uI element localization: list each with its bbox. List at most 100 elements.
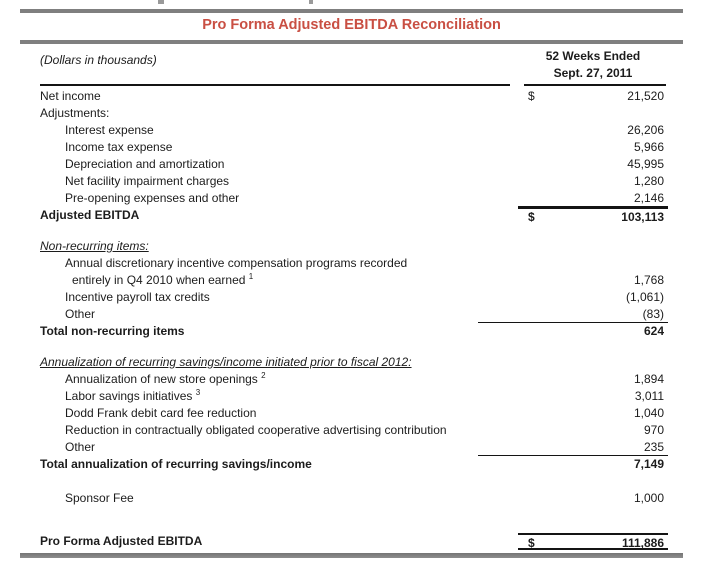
table-row: Adjusted EBITDA $103,113 [20, 207, 682, 224]
row-label: Interest expense [65, 123, 154, 137]
title-divider-bar [20, 40, 683, 44]
row-value: 3,011 [634, 389, 664, 403]
row-value: 970 [643, 423, 664, 437]
row-value-cell: 1,280 [518, 173, 668, 190]
row-value: (83) [642, 307, 664, 321]
row-label: Total annualization of recurring savings… [40, 457, 312, 471]
row-label: Pro Forma Adjusted EBITDA [40, 534, 203, 548]
row-value-cell: 26,206 [518, 122, 668, 139]
row-value: 235 [643, 440, 664, 454]
row-spacer [20, 224, 682, 238]
clipped-text-fragment [309, 0, 313, 4]
row-value-cell: 970 [518, 422, 668, 439]
row-label: Incentive payroll tax credits [65, 290, 210, 304]
row-label: Adjusted EBITDA [40, 208, 140, 222]
table-row: Other (83) [20, 306, 682, 323]
row-label: Other [65, 440, 96, 454]
row-value-cell: 5,966 [518, 139, 668, 156]
row-value: 2,146 [633, 191, 664, 205]
footnote-marker: 3 [195, 388, 201, 397]
units-note: (Dollars in thousands) [40, 53, 157, 67]
footnote-marker: 1 [248, 272, 254, 281]
table-row: Dodd Frank debit card fee reduction 1,040 [20, 405, 682, 422]
row-label: Dodd Frank debit card fee reduction [65, 406, 257, 420]
row-value-cell: 3,011 [518, 388, 668, 405]
row-label: Total non-recurring items [40, 324, 185, 338]
table-body: Net income $21,520 Adjustments: Interest ex… [20, 88, 682, 550]
table-row: Sponsor Fee 1,000 [20, 490, 682, 507]
row-value: 1,000 [633, 491, 664, 505]
top-divider-bar [20, 9, 683, 13]
row-label: Sponsor Fee [65, 491, 134, 505]
row-label: Labor savings initiatives 3 [65, 388, 201, 404]
row-value: 7,149 [633, 457, 664, 471]
row-value: 624 [643, 324, 664, 338]
row-label: Net facility impairment charges [65, 174, 230, 188]
table-row: Net income $21,520 [20, 88, 682, 105]
table-row: Interest expense 26,206 [20, 122, 682, 139]
row-label: Adjustments: [40, 106, 110, 120]
row-value-cell: 2,146 [518, 190, 668, 207]
table-row: Annual discretionary incentive compensat… [20, 255, 682, 272]
row-label: Other [65, 307, 96, 321]
row-label: Depreciation and amortization [65, 157, 225, 171]
table-row: entirely in Q4 2010 when earned 1 1,768 [20, 272, 682, 289]
dollar-sign: $ [528, 536, 535, 550]
table-row: Adjustments: [20, 105, 682, 122]
dollar-sign: $ [528, 210, 535, 224]
row-value-cell: 7,149 [518, 456, 668, 473]
row-label: Annual discretionary incentive compensat… [65, 256, 408, 270]
table-row: Annualization of new store openings 2 1,8… [20, 371, 682, 388]
row-value-cell: 1,894 [518, 371, 668, 388]
table-row: Depreciation and amortization 45,995 [20, 156, 682, 173]
row-value: 1,280 [633, 174, 664, 188]
bottom-divider-bar [20, 553, 683, 558]
row-value-cell: 1,000 [518, 490, 668, 507]
row-value-cell: 1,768 [518, 272, 668, 289]
header-rule-label-column [40, 84, 510, 86]
row-value-cell: 1,040 [518, 405, 668, 422]
row-label: Pre-opening expenses and other [65, 191, 240, 205]
row-label: entirely in Q4 2010 when earned 1 [72, 272, 254, 288]
table-row: Total non-recurring items 624 [20, 323, 682, 340]
row-value: 5,966 [633, 140, 664, 154]
row-spacer [20, 340, 682, 354]
table-row: Income tax expense 5,966 [20, 139, 682, 156]
row-value: 111,886 [621, 536, 664, 550]
table-row: Pre-opening expenses and other 2,146 [20, 190, 682, 207]
column-header-period-line1: 52 Weeks Ended [545, 49, 641, 63]
row-value: 1,894 [633, 372, 664, 386]
row-value-cell: (1,061) [518, 289, 668, 306]
row-label: Net income [40, 89, 101, 103]
clipped-text-fragment [158, 0, 164, 4]
footnote-marker: 2 [261, 371, 266, 380]
dollar-sign: $ [528, 89, 535, 103]
table-row: Labor savings initiatives 3 3,011 [20, 388, 682, 405]
row-value: 1,768 [633, 273, 664, 287]
table-row: Total annualization of recurring savings… [20, 456, 682, 473]
table-row: Other 235 [20, 439, 682, 456]
row-spacer [20, 473, 682, 490]
table-row: Net facility impairment charges 1,280 [20, 173, 682, 190]
table-row: Annualization of recurring savings/incom… [20, 354, 682, 371]
row-spacer [20, 507, 682, 533]
row-label: Annualization of recurring savings/incom… [40, 355, 412, 369]
table-row: Reduction in contractually obligated coo… [20, 422, 682, 439]
table-row: Incentive payroll tax credits (1,061) [20, 289, 682, 306]
table-row: Pro Forma Adjusted EBITDA $111,886 [20, 533, 682, 550]
row-value: 1,040 [633, 406, 664, 420]
row-label: Reduction in contractually obligated coo… [65, 423, 447, 437]
row-value-cell: 45,995 [518, 156, 668, 173]
row-value: 21,520 [627, 89, 664, 103]
row-value-cell: $103,113 [518, 207, 668, 224]
row-value-cell: $111,886 [518, 533, 668, 550]
row-label: Income tax expense [65, 140, 173, 154]
row-value-cell: 235 [478, 439, 668, 456]
row-value: 103,113 [621, 210, 664, 224]
column-header-period-line2: Sept. 27, 2011 [553, 66, 633, 80]
table-row: Non-recurring items: [20, 238, 682, 255]
row-value: 45,995 [627, 157, 664, 171]
row-value-cell: 624 [518, 323, 668, 340]
row-label: Annualization of new store openings 2 [65, 371, 266, 387]
